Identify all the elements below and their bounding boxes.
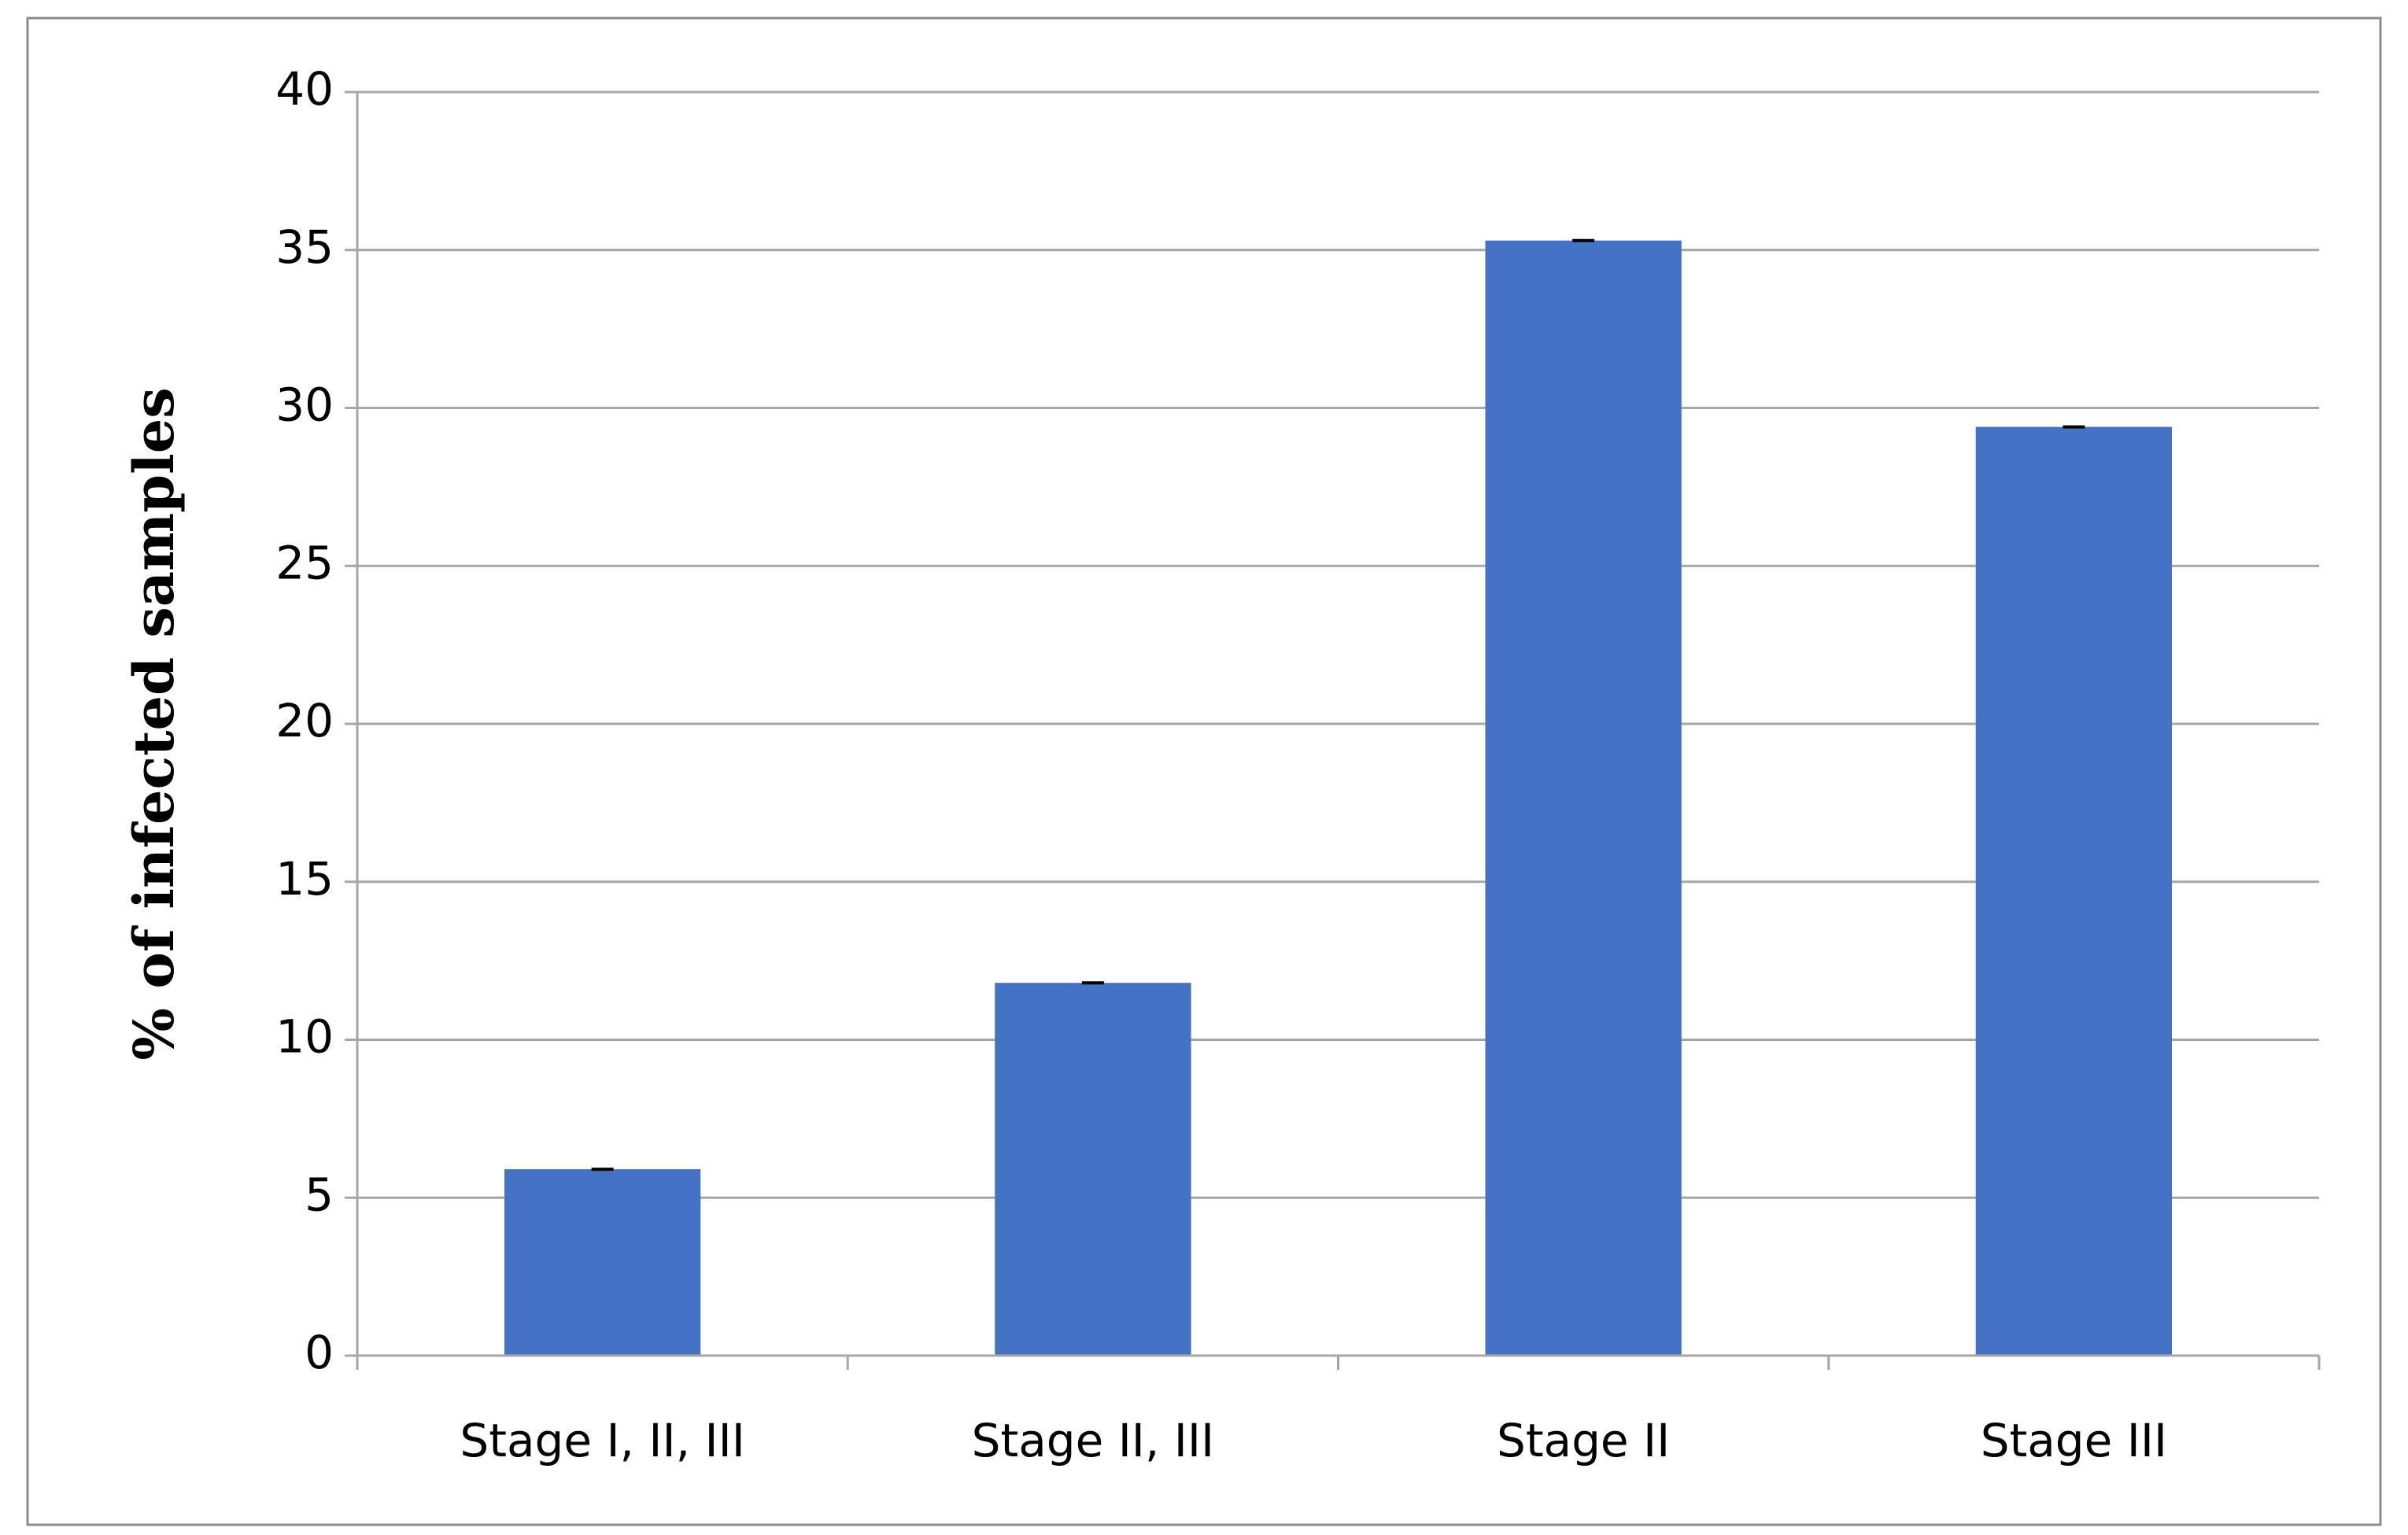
bar xyxy=(504,1169,701,1356)
bar xyxy=(1485,240,1682,1356)
y-tick-label: 0 xyxy=(305,1326,334,1379)
y-tick-label: 30 xyxy=(275,378,334,432)
bar xyxy=(995,983,1191,1356)
y-tick-label: 10 xyxy=(275,1010,334,1064)
bar xyxy=(1975,426,2173,1356)
x-tick-label: Stage II xyxy=(1497,1414,1670,1467)
x-tick-label: Stage II, III xyxy=(972,1414,1214,1467)
y-tick-label: 35 xyxy=(275,220,334,274)
y-tick-label: 20 xyxy=(275,694,334,747)
y-tick-label: 25 xyxy=(275,536,334,589)
y-tick-label: 5 xyxy=(305,1168,334,1221)
y-tick-label: 15 xyxy=(275,852,334,906)
x-tick-label: Stage III xyxy=(1981,1414,2167,1467)
y-axis-title: % of infected samples xyxy=(121,387,187,1060)
x-tick-label: Stage I, II, III xyxy=(460,1414,744,1467)
y-tick-label: 40 xyxy=(275,62,334,116)
